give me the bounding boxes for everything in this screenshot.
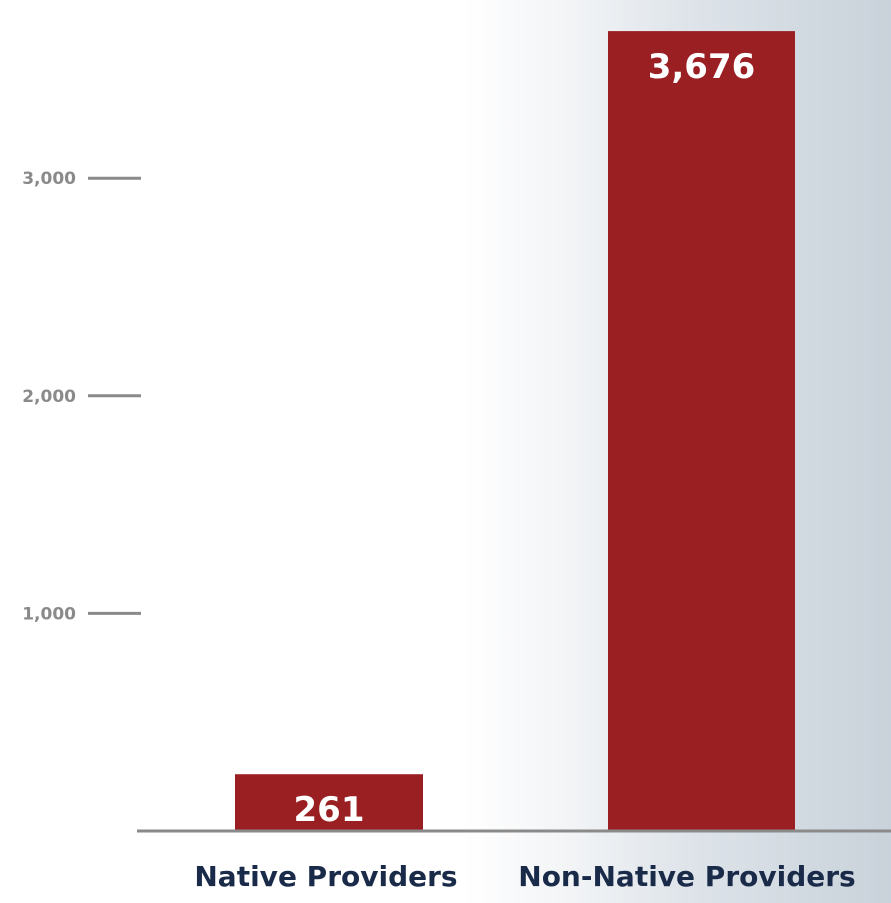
bar — [235, 774, 423, 831]
y-tick-label: 2,000 — [22, 387, 76, 407]
bar — [608, 31, 795, 831]
y-tick-label: 3,000 — [22, 169, 76, 189]
category-label: Native Providers — [194, 860, 457, 893]
bar-value-label: 261 — [294, 790, 365, 830]
y-axis: 1,000 2,000 3,000 — [22, 169, 141, 624]
bar-value-label: 3,676 — [648, 47, 756, 87]
category-label: Non-Native Providers — [518, 860, 855, 893]
y-tick-label: 1,000 — [22, 604, 76, 624]
category-labels: Native Providers Non-Native Providers — [194, 860, 855, 893]
bars: 261 3,676 — [235, 31, 795, 831]
